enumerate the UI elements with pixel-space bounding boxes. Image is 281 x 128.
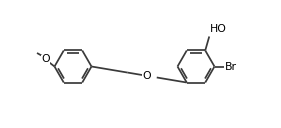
Text: O: O [41, 55, 50, 65]
Text: Br: Br [225, 61, 237, 72]
Text: O: O [142, 71, 151, 81]
Text: HO: HO [210, 24, 227, 34]
